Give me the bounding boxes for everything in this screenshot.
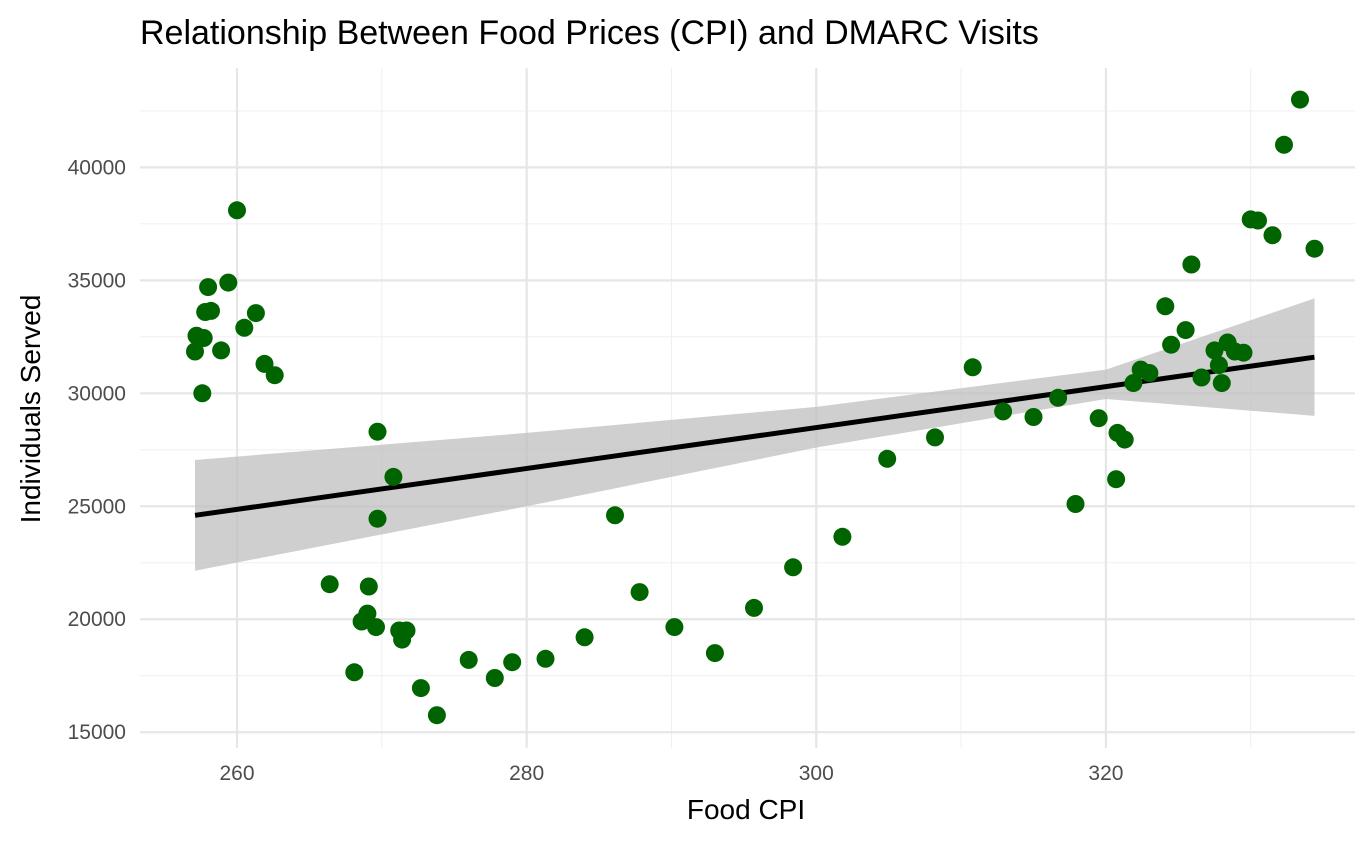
data-point [1176,321,1195,340]
data-point [193,384,212,403]
data-point [1205,341,1224,360]
data-point [367,618,385,637]
x-tick-label: 300 [799,762,834,785]
data-point [1212,374,1231,393]
data-point [630,583,649,602]
data-point [1305,239,1324,258]
data-point [1209,356,1228,375]
data-point [994,402,1013,421]
data-point [1275,135,1293,154]
data-point [368,509,387,528]
data-point [345,663,364,682]
data-point [784,558,803,577]
data-point [665,618,684,637]
data-point [1107,470,1126,489]
data-point [219,273,238,292]
data-point [320,575,339,594]
data-point [485,669,504,687]
data-point [1024,408,1043,426]
data-point [1249,211,1267,230]
y-tick-label: 15000 [68,721,126,744]
y-tick-label: 30000 [68,382,126,405]
data-point [1291,90,1309,109]
data-point [202,301,220,320]
data-point [536,649,555,668]
x-tick-label: 280 [509,762,544,785]
data-point [265,366,284,385]
data-point [1089,409,1108,428]
y-axis-title: Individuals Served [15,295,46,524]
data-point [459,650,478,669]
data-point [235,318,254,337]
data-points [186,90,1324,725]
data-point [368,422,387,441]
data-point [1192,368,1211,387]
data-point [1162,335,1181,354]
data-point [1182,255,1201,274]
data-point [878,449,897,468]
y-tick-label: 40000 [68,156,126,179]
data-point [427,706,446,725]
data-point [358,604,377,623]
x-tick-label: 320 [1088,762,1123,785]
major-gridlines [140,68,1355,748]
data-point [833,527,852,546]
data-point [1234,343,1253,362]
data-point [705,644,724,663]
data-point [384,467,403,486]
minor-gridlines [140,68,1355,748]
data-point [606,506,624,525]
y-tick-label: 20000 [68,608,126,631]
y-axis-ticks: 15000 20000 25000 30000 35000 40000 [68,156,126,744]
data-point [228,201,246,220]
data-point [411,679,430,698]
x-axis-title: Food CPI [687,794,805,825]
data-point [359,577,378,596]
data-point [1156,297,1175,316]
data-point [1263,226,1282,245]
data-point [212,341,231,360]
x-tick-label: 260 [220,762,255,785]
data-point [1124,374,1143,393]
data-point [745,598,763,617]
y-tick-label: 35000 [68,269,126,292]
data-point [199,278,218,297]
data-point [503,653,522,672]
data-point [397,621,416,640]
data-point [963,358,982,377]
data-point [1140,364,1159,382]
data-point [575,628,594,647]
data-point [1066,495,1085,513]
data-point [1115,430,1134,449]
data-point [194,329,213,347]
data-point [186,342,204,361]
chart-title: Relationship Between Food Prices (CPI) a… [140,14,1039,52]
data-point [926,428,944,447]
x-axis-ticks: 260 280 300 320 [220,762,1124,785]
y-tick-label: 25000 [68,495,126,518]
data-point [246,304,265,323]
data-point [1049,388,1068,407]
